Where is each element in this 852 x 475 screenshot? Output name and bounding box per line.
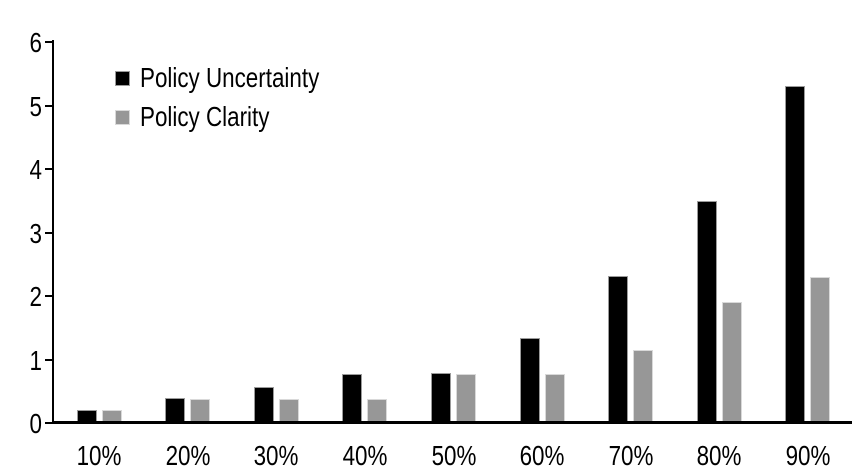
bar-policy-uncertainty-80%	[697, 201, 717, 423]
bar-policy-uncertainty-50%	[431, 373, 451, 423]
bar-policy-uncertainty-40%	[342, 374, 362, 423]
y-tick-2	[45, 295, 53, 297]
x-label-70%: 70%	[608, 440, 654, 471]
y-axis	[52, 40, 54, 424]
bar-policy-clarity-90%	[810, 277, 830, 423]
y-tick-5	[45, 105, 53, 107]
y-tick-1	[45, 359, 53, 361]
legend: Policy Uncertainty Policy Clarity	[115, 64, 364, 142]
y-tick-0	[45, 422, 53, 424]
bar-policy-clarity-40%	[367, 399, 387, 423]
x-label-80%: 80%	[696, 440, 742, 471]
bar-policy-clarity-80%	[722, 302, 742, 423]
bar-policy-uncertainty-90%	[785, 86, 805, 423]
bar-policy-clarity-60%	[545, 374, 565, 423]
y-tick-label-5: 5	[29, 91, 42, 122]
bar-policy-clarity-10%	[102, 410, 122, 423]
legend-item-policy-uncertainty: Policy Uncertainty	[115, 64, 364, 92]
bar-policy-uncertainty-30%	[254, 387, 274, 423]
legend-label-policy-uncertainty: Policy Uncertainty	[140, 62, 320, 93]
x-label-10%: 10%	[76, 440, 122, 471]
bar-policy-clarity-70%	[633, 350, 653, 423]
y-tick-4	[45, 168, 53, 170]
y-tick-3	[45, 232, 53, 234]
bar-policy-uncertainty-10%	[77, 410, 97, 423]
y-tick-label-2: 2	[29, 281, 42, 312]
x-label-90%: 90%	[785, 440, 831, 471]
legend-swatch-policy-clarity	[115, 109, 130, 125]
bar-policy-clarity-50%	[456, 374, 476, 423]
x-label-30%: 30%	[253, 440, 299, 471]
bar-policy-clarity-30%	[279, 399, 299, 423]
y-tick-6	[45, 41, 53, 43]
y-tick-label-3: 3	[29, 218, 42, 249]
x-axis	[52, 421, 852, 424]
y-tick-label-0: 0	[29, 408, 42, 439]
bar-policy-clarity-20%	[190, 399, 210, 423]
y-tick-label-4: 4	[29, 154, 42, 185]
y-tick-label-6: 6	[29, 27, 42, 58]
x-label-20%: 20%	[165, 440, 211, 471]
bar-policy-uncertainty-20%	[165, 398, 185, 423]
bar-policy-uncertainty-60%	[520, 338, 540, 423]
y-tick-label-1: 1	[29, 345, 42, 376]
legend-item-policy-clarity: Policy Clarity	[115, 103, 364, 131]
x-label-40%: 40%	[342, 440, 388, 471]
legend-label-policy-clarity: Policy Clarity	[140, 101, 270, 132]
legend-swatch-policy-uncertainty	[115, 70, 130, 86]
bar-policy-uncertainty-70%	[608, 276, 628, 423]
x-label-60%: 60%	[519, 440, 565, 471]
x-label-50%: 50%	[431, 440, 477, 471]
